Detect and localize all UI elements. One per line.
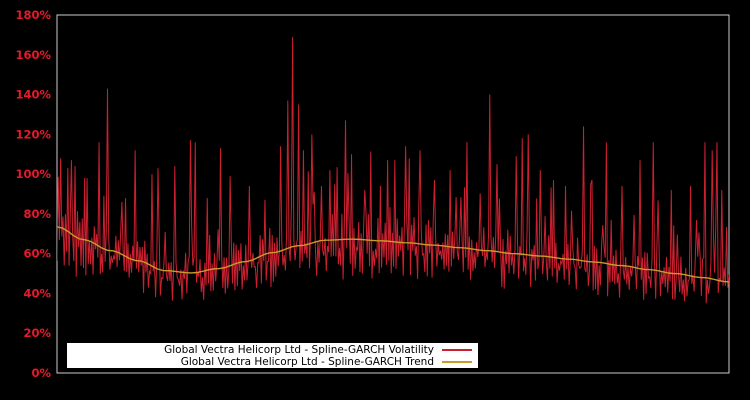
- y-tick-label: 180%: [15, 8, 51, 22]
- y-tick-label: 160%: [15, 48, 51, 62]
- plot-frame: [56, 14, 730, 374]
- legend-label-volatility: Global Vectra Helicorp Ltd - Spline-GARC…: [164, 343, 434, 356]
- y-tick-label: 140%: [15, 88, 51, 102]
- y-tick-label: 80%: [23, 207, 51, 221]
- y-tick-label: 40%: [23, 286, 51, 300]
- legend-item-volatility: Global Vectra Helicorp Ltd - Spline-GARC…: [67, 344, 478, 356]
- trend-line-sample: [442, 360, 472, 363]
- trend-series-line: [57, 226, 729, 283]
- y-tick-label: 0%: [31, 366, 51, 380]
- y-tick-label: 60%: [23, 247, 51, 261]
- volatility-line-sample: [442, 348, 472, 351]
- y-tick-label: 20%: [23, 326, 51, 340]
- y-tick-label: 100%: [15, 167, 51, 181]
- legend-item-trend: Global Vectra Helicorp Ltd - Spline-GARC…: [67, 356, 478, 368]
- chart-legend: Global Vectra Helicorp Ltd - Spline-GARC…: [67, 343, 478, 368]
- volatility-series-line: [57, 36, 729, 304]
- y-tick-label: 120%: [15, 127, 51, 141]
- legend-label-trend: Global Vectra Helicorp Ltd - Spline-GARC…: [180, 355, 434, 368]
